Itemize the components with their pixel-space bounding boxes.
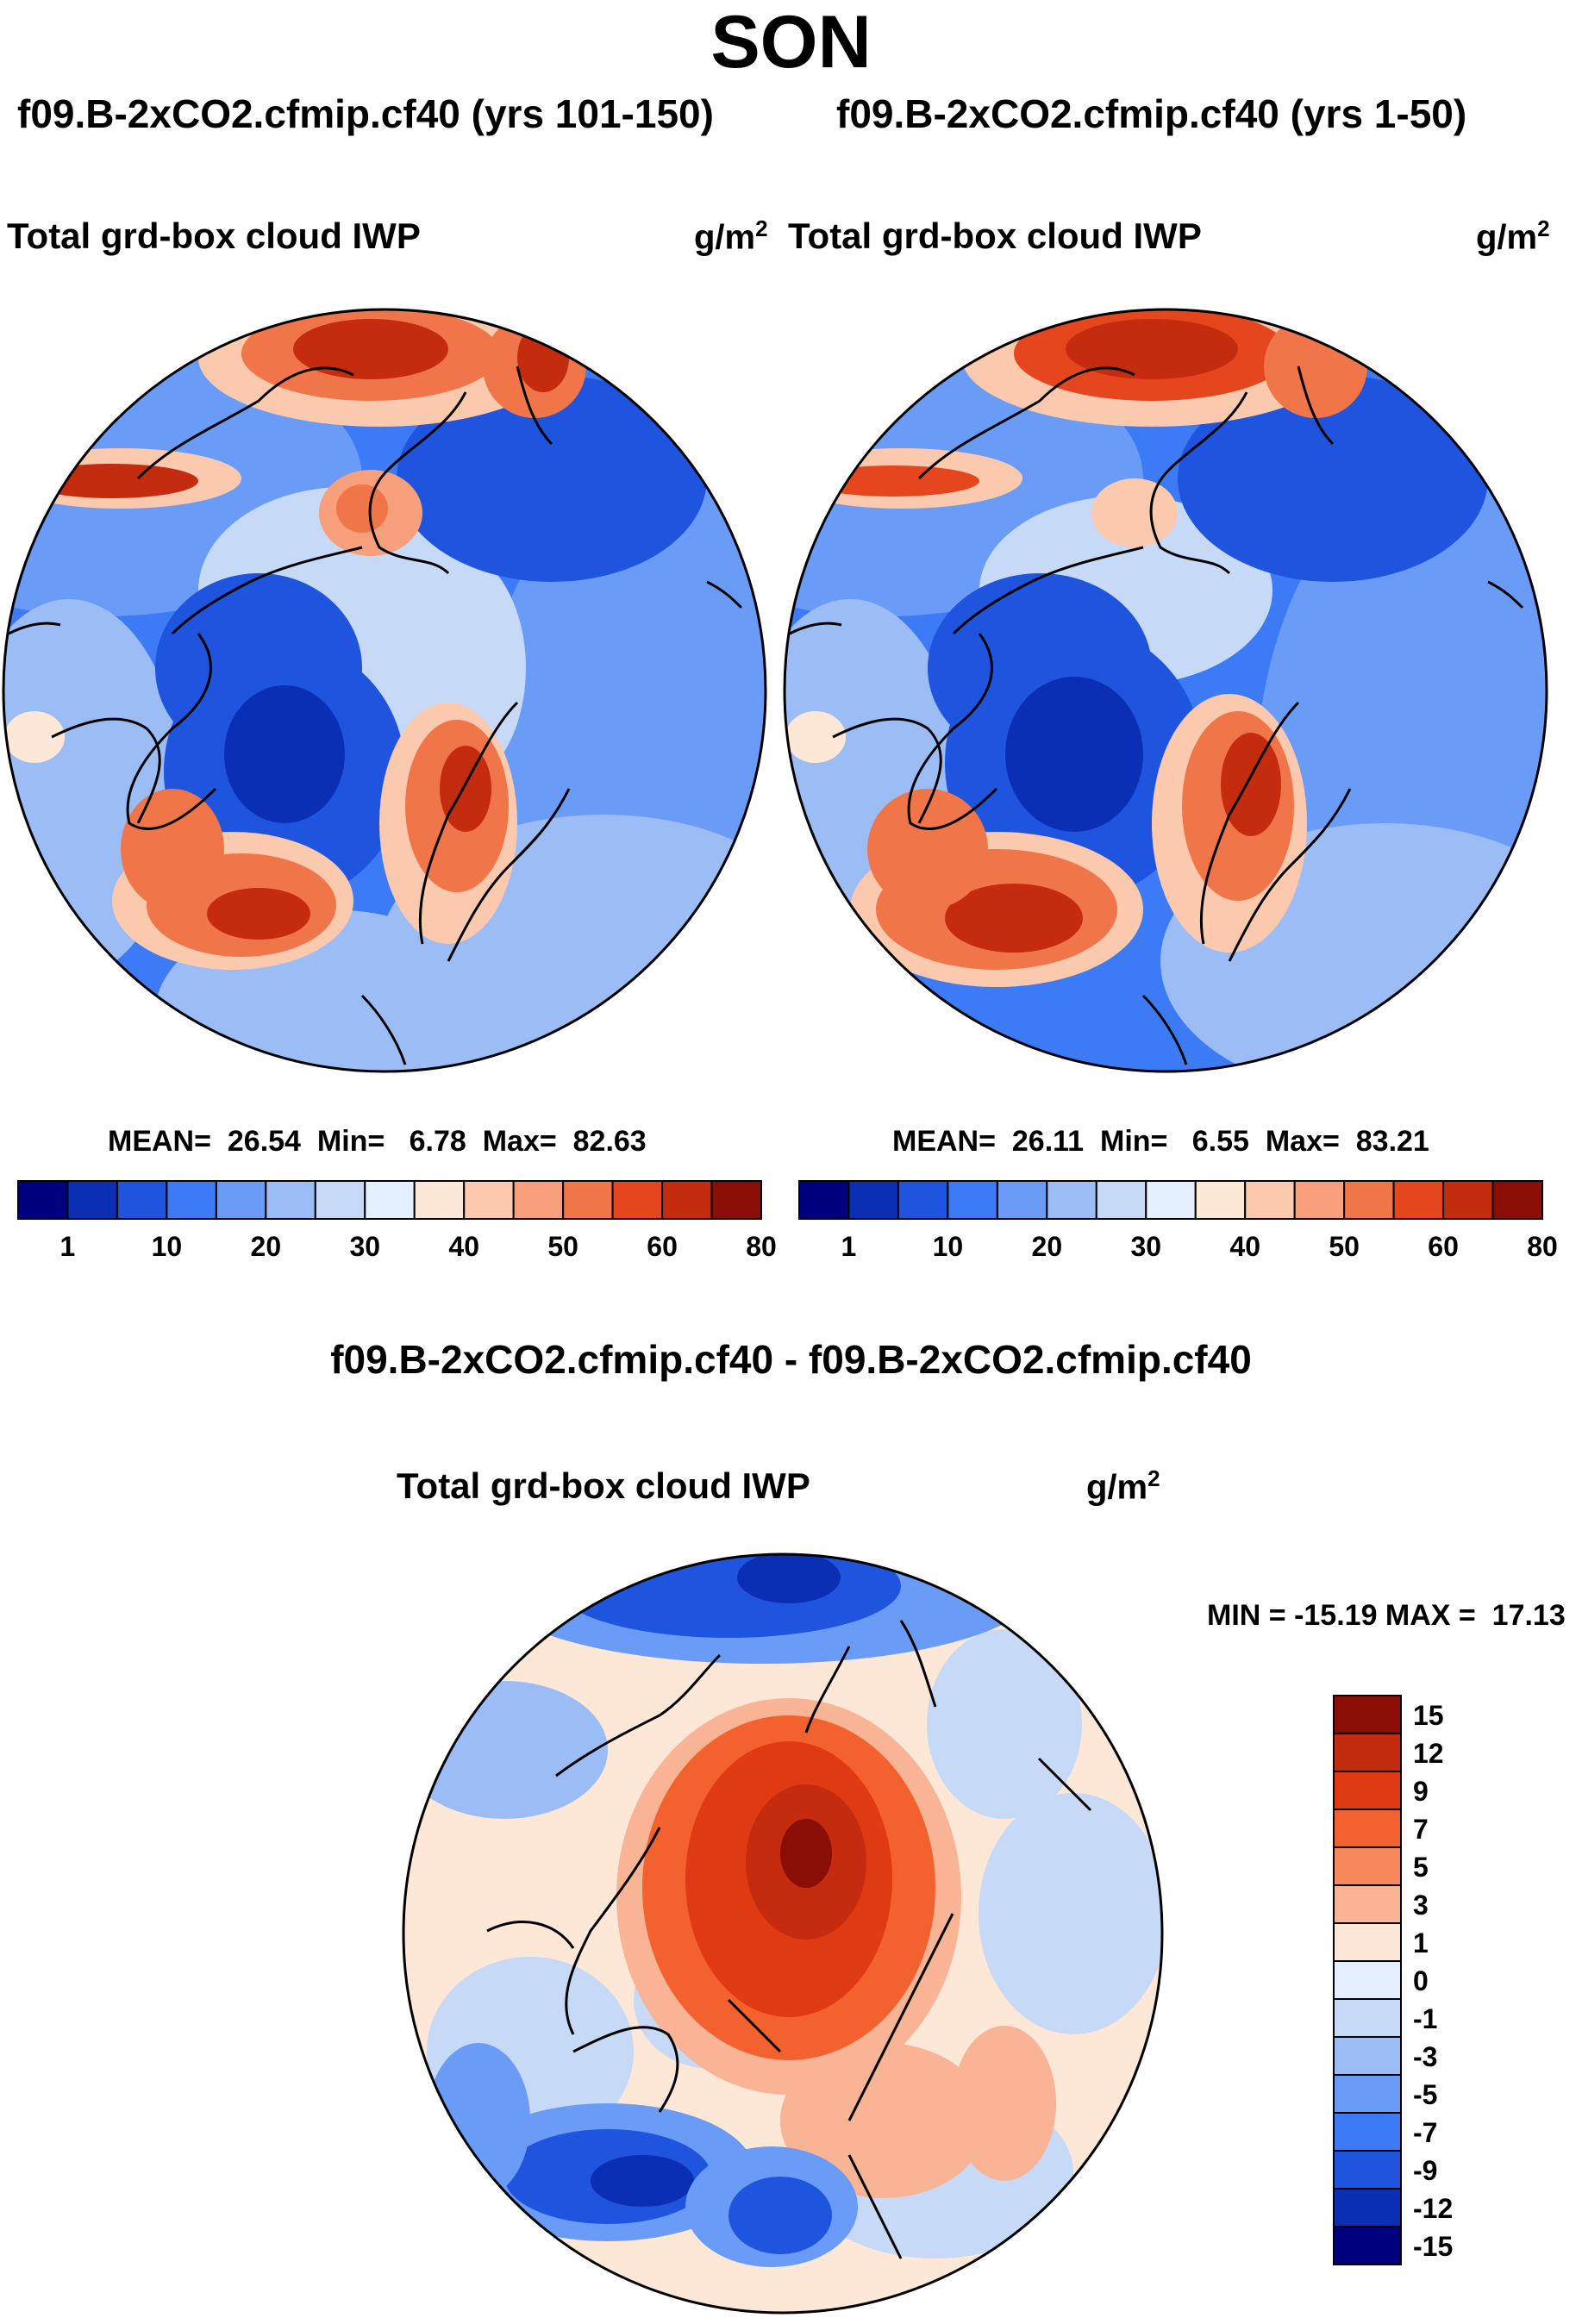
colorbar-tick-label: 1	[841, 1231, 857, 1262]
colorbar-tick-label: -9	[1413, 2155, 1437, 2186]
colorbar-tick-label: 40	[448, 1231, 479, 1262]
panel1-variable-title: Total grd-box cloud IWP	[7, 216, 421, 256]
diff-case-title: f09.B-2xCO2.cfmip.cf40 - f09.B-2xCO2.cfm…	[330, 1337, 1252, 1382]
panel2-colorbar	[798, 1180, 1543, 1220]
colorbar-tick-label: 80	[1527, 1231, 1558, 1262]
panel2-case-title: f09.B-2xCO2.cfmip.cf40 (yrs 1-50)	[836, 91, 1467, 136]
panel1-units: g/m2	[694, 216, 768, 257]
colorbar-swatch	[1333, 1884, 1402, 1924]
panel1-colorbar-ticks: 1 10 20 30 40 50 60 80	[0, 1231, 777, 1265]
colorbar-tick-label: 1	[59, 1231, 76, 1262]
colorbar-swatch	[116, 1180, 168, 1220]
colorbar-tick-label: 60	[647, 1231, 678, 1262]
colorbar-tick-label: 10	[932, 1231, 964, 1262]
colorbar-swatch	[1244, 1180, 1296, 1220]
colorbar-swatch	[1046, 1180, 1097, 1220]
colorbar-tick-label: 1	[1413, 1927, 1429, 1959]
panel1-case-title: f09.B-2xCO2.cfmip.cf40 (yrs 101-150)	[17, 91, 714, 136]
colorbar-swatch	[847, 1180, 899, 1220]
page-title: SON	[710, 1, 872, 84]
panel1-stats: MEAN= 26.54 Min= 6.78 Max= 82.63	[108, 1125, 647, 1158]
colorbar-swatch	[798, 1180, 850, 1220]
panel2-variable-title: Total grd-box cloud IWP	[788, 216, 1202, 256]
colorbar-tick-label: 12	[1413, 1738, 1444, 1769]
diff-minmax: MIN = -15.19 MAX = 17.13	[1207, 1599, 1566, 1632]
colorbar-tick-label: 15	[1413, 1700, 1444, 1731]
diff-units: g/m2	[1086, 1465, 1160, 1507]
colorbar-swatch	[1442, 1180, 1494, 1220]
panel2-colorbar-ticks: 1 10 20 30 40 50 60 80	[781, 1231, 1558, 1265]
colorbar-tick-label: -7	[1413, 2117, 1437, 2148]
colorbar-swatch	[1293, 1180, 1346, 1220]
colorbar-swatch	[1333, 2226, 1402, 2265]
colorbar-swatch	[611, 1180, 664, 1220]
colorbar-tick-label: 0	[1413, 1965, 1429, 1996]
colorbar-swatch	[1491, 1180, 1543, 1220]
diff-variable-title: Total grd-box cloud IWP	[397, 1465, 810, 1506]
panel2-polar-map	[783, 308, 1548, 1073]
colorbar-swatch	[1333, 2074, 1402, 2114]
colorbar-tick-label: -12	[1413, 2193, 1453, 2224]
colorbar-swatch	[1333, 1922, 1402, 1962]
colorbar-tick-label: 9	[1413, 1776, 1429, 1807]
colorbar-swatch	[1333, 2188, 1402, 2227]
panel2-units: g/m2	[1476, 216, 1550, 257]
colorbar-swatch	[1333, 1960, 1402, 2000]
colorbar-swatch	[215, 1180, 267, 1220]
colorbar-swatch	[710, 1180, 762, 1220]
colorbar-tick-label: 5	[1413, 1852, 1429, 1883]
colorbar-swatch	[562, 1180, 614, 1220]
colorbar-swatch	[413, 1180, 466, 1220]
colorbar-tick-label: 40	[1229, 1231, 1260, 1262]
colorbar-swatch	[947, 1180, 998, 1220]
colorbar-swatch	[17, 1180, 69, 1220]
colorbar-tick-label: -15	[1413, 2231, 1453, 2262]
colorbar-tick-label: 7	[1413, 1814, 1429, 1845]
colorbar-swatch	[364, 1180, 416, 1220]
colorbar-swatch	[463, 1180, 515, 1220]
colorbar-swatch	[1333, 2150, 1402, 2190]
colorbar-swatch	[897, 1180, 949, 1220]
colorbar-swatch	[1333, 1846, 1402, 1886]
colorbar-swatch	[1333, 1695, 1402, 1734]
colorbar-tick-label: -3	[1413, 2041, 1437, 2072]
colorbar-swatch	[1333, 1998, 1402, 2038]
colorbar-tick-label: 60	[1428, 1231, 1459, 1262]
colorbar-tick-label: -5	[1413, 2079, 1437, 2110]
colorbar-swatch	[1333, 1771, 1402, 1810]
colorbar-swatch	[1194, 1180, 1247, 1220]
colorbar-tick-label: 50	[1329, 1231, 1360, 1262]
colorbar-swatch	[1392, 1180, 1445, 1220]
panel2-stats: MEAN= 26.11 Min= 6.55 Max= 83.21	[892, 1125, 1429, 1158]
panel1-colorbar	[17, 1180, 762, 1220]
colorbar-swatch	[1145, 1180, 1197, 1220]
colorbar-swatch	[1333, 1733, 1402, 1772]
colorbar-tick-label: -1	[1413, 2003, 1437, 2034]
colorbar-tick-label: 80	[746, 1231, 777, 1262]
colorbar-swatch	[996, 1180, 1048, 1220]
colorbar-tick-label: 3	[1413, 1890, 1429, 1921]
colorbar-swatch	[1343, 1180, 1395, 1220]
colorbar-swatch	[1095, 1180, 1147, 1220]
colorbar-swatch	[1333, 2036, 1402, 2076]
colorbar-swatch	[166, 1180, 217, 1220]
colorbar-tick-label: 30	[1130, 1231, 1162, 1262]
colorbar-swatch	[661, 1180, 713, 1220]
colorbar-swatch	[1333, 1809, 1402, 1848]
colorbar-tick-label: 10	[151, 1231, 183, 1262]
colorbar-tick-label: 20	[1031, 1231, 1063, 1262]
panel1-polar-map	[2, 308, 767, 1073]
colorbar-tick-label: 50	[547, 1231, 578, 1262]
colorbar-swatch	[512, 1180, 565, 1220]
colorbar-swatch	[1333, 2112, 1402, 2152]
colorbar-swatch	[314, 1180, 366, 1220]
colorbar-swatch	[66, 1180, 118, 1220]
colorbar-tick-label: 20	[250, 1231, 282, 1262]
colorbar-swatch	[265, 1180, 316, 1220]
diff-colorbar: 15 12 9 7 5 3 1 0 -1 -3 -5 -7 -9 -12 -15	[1333, 1695, 1453, 2265]
colorbar-tick-label: 30	[349, 1231, 381, 1262]
diff-polar-map	[402, 1552, 1164, 2315]
